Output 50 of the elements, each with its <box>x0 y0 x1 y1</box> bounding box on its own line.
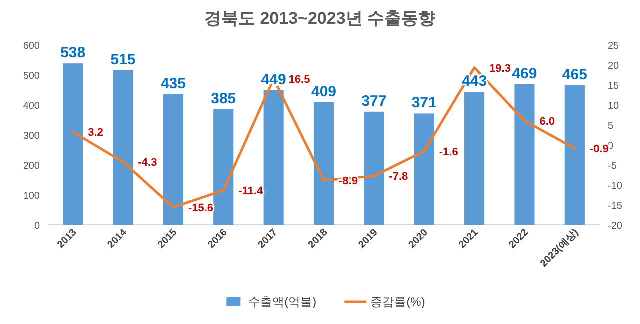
y-tick-label: 100 <box>23 191 40 202</box>
legend-label: 수출액(억불) <box>248 295 317 309</box>
y2-tick-label: -5 <box>608 161 618 172</box>
y-tick-label: 300 <box>23 131 40 142</box>
y2-tick-label: 20 <box>608 61 620 72</box>
y-tick-label: 500 <box>23 71 40 82</box>
bar <box>464 92 485 225</box>
data-label: 377 <box>362 92 387 110</box>
y-tick-label: 200 <box>23 161 40 172</box>
data-label: 538 <box>60 44 86 62</box>
chart-title: 경북도 2013~2023년 수출동향 <box>204 9 436 28</box>
data-label: -1.6 <box>439 146 458 158</box>
y2-tick-label: 5 <box>608 121 614 132</box>
y2-tick-label: -15 <box>608 201 623 212</box>
y2-tick-label: 15 <box>608 81 620 92</box>
data-label: 385 <box>211 90 236 108</box>
legend-label: 증감률(%) <box>370 295 426 309</box>
y-tick-label: 0 <box>34 221 40 232</box>
data-label: -0.9 <box>590 144 609 156</box>
data-label: 19.3 <box>490 62 511 75</box>
data-label: 16.5 <box>288 74 310 86</box>
y2-tick-label: 10 <box>608 101 620 112</box>
data-label: -11.4 <box>238 186 264 198</box>
bar <box>414 114 434 225</box>
bar <box>113 70 134 225</box>
y2-tick-label: -20 <box>608 221 623 232</box>
bar <box>63 64 84 225</box>
data-label: 371 <box>412 94 437 112</box>
bar <box>264 90 284 225</box>
y-tick-label: 400 <box>23 101 40 112</box>
data-label: 6.0 <box>540 116 556 128</box>
data-label: 449 <box>261 71 286 88</box>
bar <box>364 112 384 225</box>
y2-tick-label: -10 <box>608 181 623 192</box>
data-label: -15.6 <box>188 202 214 214</box>
bar <box>514 84 535 225</box>
data-label: 515 <box>110 52 136 68</box>
data-label: -7.8 <box>389 171 408 184</box>
bar <box>163 94 184 225</box>
data-label: 3.2 <box>88 127 104 140</box>
data-label: 435 <box>160 76 186 92</box>
data-label: 465 <box>562 66 588 84</box>
bar <box>214 110 234 225</box>
bar <box>314 102 334 225</box>
y-tick-label: 600 <box>23 41 40 52</box>
data-label: 469 <box>512 65 538 82</box>
bar <box>564 86 585 225</box>
y2-tick-label: 25 <box>608 41 620 52</box>
data-label: -4.3 <box>138 157 158 170</box>
data-label: 409 <box>311 83 337 100</box>
